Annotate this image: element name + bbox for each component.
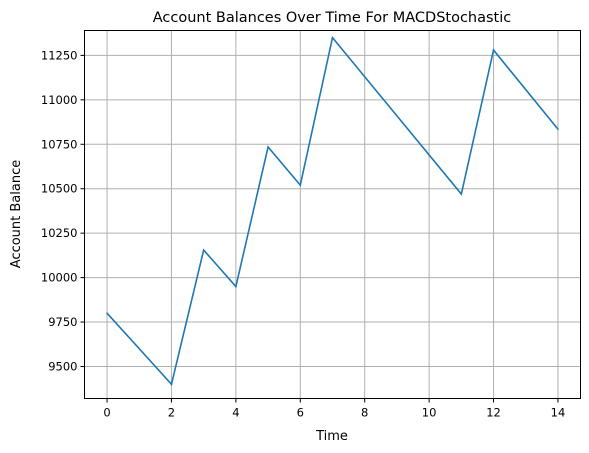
x-tick-label: 0	[103, 406, 110, 420]
y-tick-label: 10000	[41, 271, 78, 285]
y-tick-label: 9750	[48, 315, 77, 329]
data-point	[331, 36, 334, 39]
data-point	[557, 128, 559, 130]
y-tick-label: 10750	[41, 137, 78, 151]
x-tick-label: 8	[361, 406, 368, 420]
data-point	[235, 285, 237, 288]
x-axis-label: Time	[315, 429, 348, 444]
x-tick-label: 4	[232, 406, 239, 420]
data-point	[492, 49, 495, 51]
data-point	[202, 249, 205, 251]
y-tick-label: 10500	[41, 182, 78, 196]
data-point	[170, 383, 173, 386]
series-line-0	[106, 35, 559, 386]
x-tick-label: 6	[297, 406, 304, 420]
data-point	[460, 193, 463, 195]
y-tick-label: 10250	[41, 226, 78, 240]
data-point	[299, 184, 302, 186]
x-tick-label: 10	[422, 406, 437, 420]
y-axis-label: Account Balance	[9, 160, 24, 268]
y-tick-label: 11000	[41, 93, 78, 107]
data-point	[106, 312, 108, 314]
x-tick-label: 14	[551, 406, 566, 420]
series-layer	[106, 35, 559, 386]
y-axis-ticks: 9500 9750 10000 10250 10500 10750 11000 11250	[41, 48, 85, 374]
x-tick-label: 2	[168, 406, 175, 420]
plot-frame	[84, 30, 581, 399]
grid	[84, 30, 581, 399]
y-tick-label: 9500	[48, 360, 77, 374]
x-axis-ticks: 0 2 4 6 8 10 12 14	[103, 398, 566, 420]
data-point	[267, 146, 269, 148]
y-tick-label: 11250	[41, 48, 78, 62]
x-tick-label: 12	[486, 406, 501, 420]
chart-title: Account Balances Over Time For MACDStoch…	[153, 10, 512, 26]
